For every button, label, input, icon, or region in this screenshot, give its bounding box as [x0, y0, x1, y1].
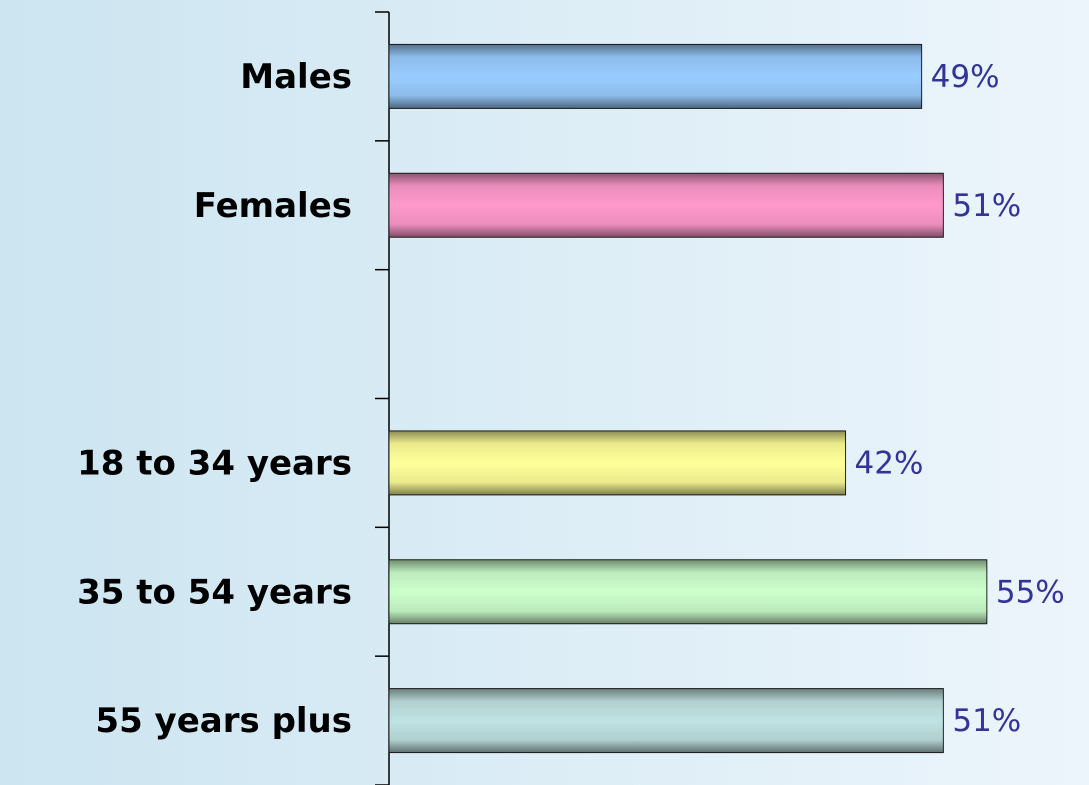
category-label: Females: [194, 186, 352, 226]
bar: [388, 559, 988, 625]
category-label: 55 years plus: [95, 701, 352, 741]
value-label: 42%: [855, 445, 924, 481]
value-label: 51%: [952, 188, 1021, 224]
bar: [388, 172, 944, 238]
category-label: Males: [240, 57, 352, 97]
category-label: 35 to 54 years: [77, 572, 352, 612]
value-label: 51%: [952, 703, 1021, 739]
category-label: 18 to 34 years: [77, 443, 352, 483]
bar: [388, 688, 944, 754]
bar: [388, 430, 847, 496]
value-label: 49%: [931, 59, 1000, 95]
bar: [388, 43, 923, 109]
value-label: 55%: [996, 574, 1065, 610]
